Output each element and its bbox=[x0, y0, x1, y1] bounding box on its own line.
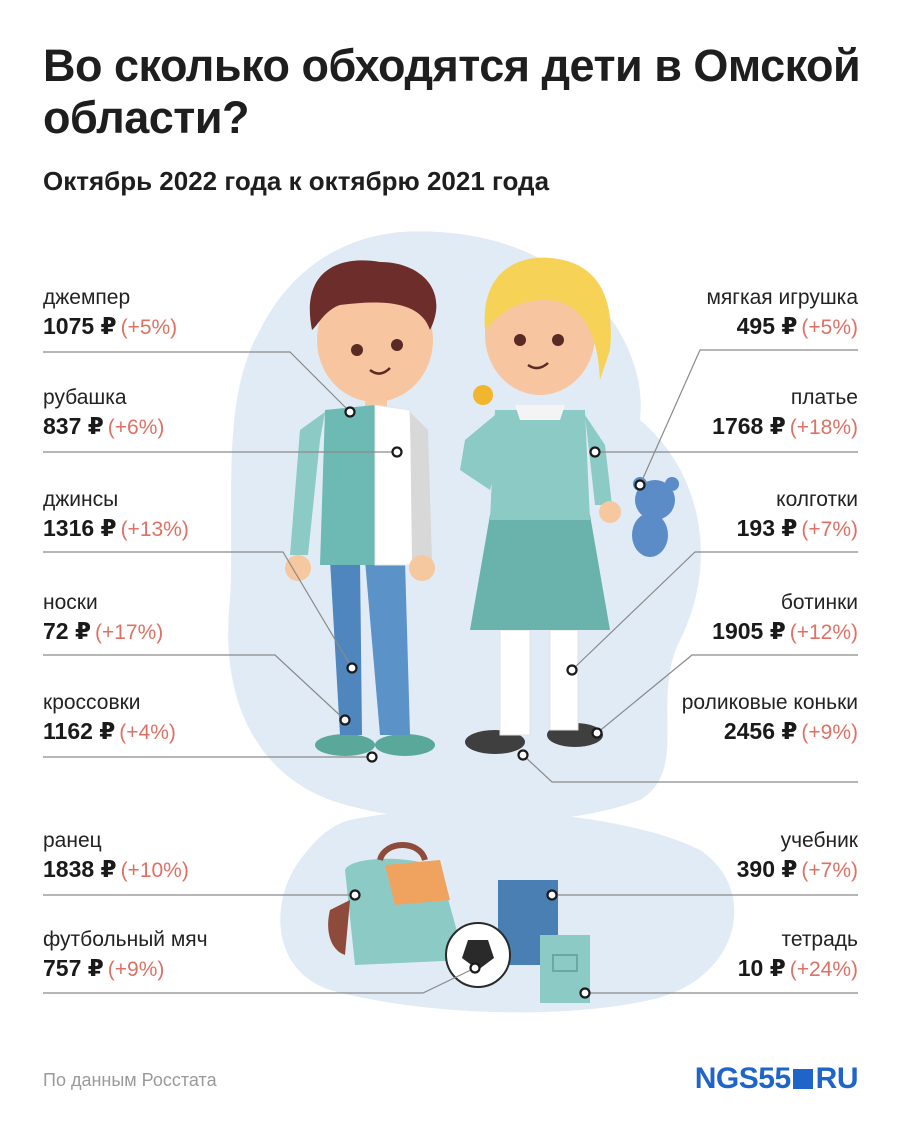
item-name: джинсы bbox=[43, 488, 119, 511]
item-name: ранец bbox=[43, 829, 102, 852]
leader-dots bbox=[339, 406, 646, 999]
item-name: ботинки bbox=[780, 591, 858, 614]
item-price: 1316 ₽ (+13%) bbox=[43, 515, 189, 541]
item-price: 72 ₽ (+17%) bbox=[43, 618, 164, 644]
price-item-backpack: ранец 1838 ₽ (+10%) bbox=[43, 828, 373, 886]
item-price: 1905 ₽ (+12%) bbox=[712, 618, 858, 644]
price-item-shirt: рубашка 837 ₽ (+6%) bbox=[43, 385, 373, 443]
item-name: рубашка bbox=[43, 386, 127, 409]
item-name: носки bbox=[43, 591, 98, 614]
item-price: 837 ₽ (+6%) bbox=[43, 413, 165, 439]
price-item-soft-toy: мягкая игрушка 495 ₽ (+5%) bbox=[528, 285, 858, 343]
item-price: 390 ₽ (+7%) bbox=[736, 856, 858, 882]
item-change: (+9%) bbox=[107, 958, 165, 981]
logo-domain: RU bbox=[815, 1062, 859, 1095]
price-item-boots: ботинки 1905 ₽ (+12%) bbox=[528, 590, 858, 648]
item-name: футбольный мяч bbox=[43, 928, 208, 951]
item-name: джемпер bbox=[43, 286, 131, 309]
price-item-dress: платье 1768 ₽ (+18%) bbox=[528, 385, 858, 443]
page-title: Во сколько обходятся дети в Омской облас… bbox=[43, 40, 861, 143]
item-price: 2456 ₽ (+9%) bbox=[723, 718, 858, 744]
item-name: кроссовки bbox=[43, 691, 141, 714]
item-change: (+10%) bbox=[120, 859, 189, 882]
item-change: (+5%) bbox=[801, 316, 858, 339]
item-change: (+9%) bbox=[801, 721, 858, 744]
price-item-jumper: джемпер 1075 ₽ (+5%) bbox=[43, 285, 373, 343]
item-price: 1768 ₽ (+18%) bbox=[712, 413, 858, 439]
item-name: колготки bbox=[776, 488, 858, 511]
school-items bbox=[328, 842, 590, 1003]
price-item-jeans: джинсы 1316 ₽ (+13%) bbox=[43, 487, 373, 545]
price-item-socks: носки 72 ₽ (+17%) bbox=[43, 590, 373, 648]
price-item-notebook: тетрадь 10 ₽ (+24%) bbox=[528, 927, 858, 985]
logo-square-icon bbox=[792, 1069, 813, 1089]
item-price: 495 ₽ (+5%) bbox=[736, 313, 858, 339]
logo-text: NGS55 bbox=[694, 1062, 791, 1095]
price-item-roller-skates: роликовые коньки 2456 ₽ (+9%) bbox=[678, 690, 858, 748]
item-change: (+12%) bbox=[789, 621, 858, 644]
item-change: (+24%) bbox=[789, 958, 858, 981]
page-subtitle: Октябрь 2022 года к октябрю 2021 года bbox=[43, 166, 550, 196]
item-change: (+7%) bbox=[801, 859, 858, 882]
price-item-tights: колготки 193 ₽ (+7%) bbox=[528, 487, 858, 545]
item-change: (+13%) bbox=[120, 518, 189, 541]
item-change: (+18%) bbox=[789, 416, 858, 439]
item-change: (+6%) bbox=[107, 416, 165, 439]
item-name: тетрадь bbox=[781, 928, 858, 951]
item-price: 1075 ₽ (+5%) bbox=[43, 313, 178, 339]
price-item-football: футбольный мяч 757 ₽ (+9%) bbox=[43, 927, 373, 985]
item-change: (+5%) bbox=[120, 316, 178, 339]
item-price: 1162 ₽ (+4%) bbox=[43, 718, 176, 744]
item-name: платье bbox=[790, 386, 858, 409]
brand-logo: NGS55 RU bbox=[694, 1062, 859, 1096]
item-change: (+7%) bbox=[801, 518, 858, 541]
item-price: 193 ₽ (+7%) bbox=[736, 515, 858, 541]
item-price: 1838 ₽ (+10%) bbox=[43, 856, 189, 882]
item-change: (+17%) bbox=[94, 621, 164, 644]
price-item-sneakers: кроссовки 1162 ₽ (+4%) bbox=[43, 690, 373, 748]
boy-figure bbox=[285, 260, 437, 756]
item-name: роликовые коньки bbox=[681, 691, 858, 714]
item-price: 757 ₽ (+9%) bbox=[43, 955, 165, 981]
girl-figure bbox=[460, 257, 679, 754]
leader-lines bbox=[43, 349, 858, 994]
price-item-textbook: учебник 390 ₽ (+7%) bbox=[528, 828, 858, 886]
item-price: 10 ₽ (+24%) bbox=[737, 955, 858, 981]
item-name: мягкая игрушка bbox=[706, 286, 858, 309]
item-change: (+4%) bbox=[119, 721, 176, 744]
source-note: По данным Росстата bbox=[43, 1070, 217, 1090]
item-name: учебник bbox=[780, 829, 858, 852]
